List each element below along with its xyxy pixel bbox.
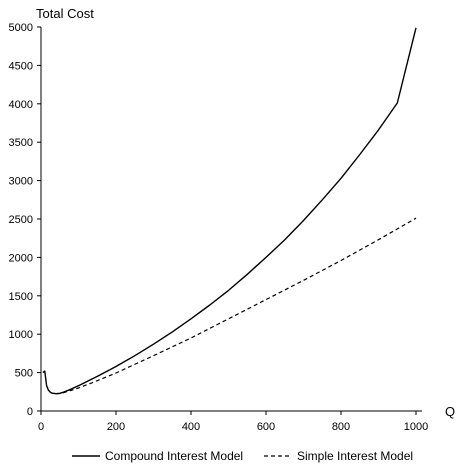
y-tick-label: 4000 (9, 99, 33, 111)
series-line-simple (55, 217, 417, 395)
x-tick-label: 200 (107, 421, 125, 433)
y-tick-label: 2500 (9, 214, 33, 226)
x-tick-label: 0 (38, 421, 44, 433)
x-tick-label: 1000 (404, 421, 428, 433)
y-tick-label: 3500 (9, 137, 33, 149)
legend-label-simple: Simple Interest Model (297, 449, 413, 463)
x-tick-label: 800 (332, 421, 350, 433)
tick-group: 0500100015002000250030003500400045005000… (9, 22, 429, 433)
y-tick-label: 5000 (9, 22, 33, 34)
series-group (42, 27, 417, 395)
y-tick-label: 1500 (9, 291, 33, 303)
y-axis-title: Total Cost (36, 6, 94, 21)
y-tick-label: 2000 (9, 252, 33, 264)
x-axis-title: Q (445, 404, 455, 419)
y-tick-label: 3000 (9, 176, 33, 188)
x-tick-label: 600 (257, 421, 275, 433)
y-tick-label: 4500 (9, 60, 33, 72)
y-tick-label: 1000 (9, 329, 33, 341)
y-tick-label: 500 (15, 368, 33, 380)
series-line-compound (42, 27, 417, 395)
y-tick-label: 0 (27, 406, 33, 418)
x-tick-label: 400 (182, 421, 200, 433)
legend: Compound Interest Model Simple Interest … (72, 449, 413, 463)
legend-label-compound: Compound Interest Model (105, 449, 243, 463)
axes (40, 27, 422, 412)
